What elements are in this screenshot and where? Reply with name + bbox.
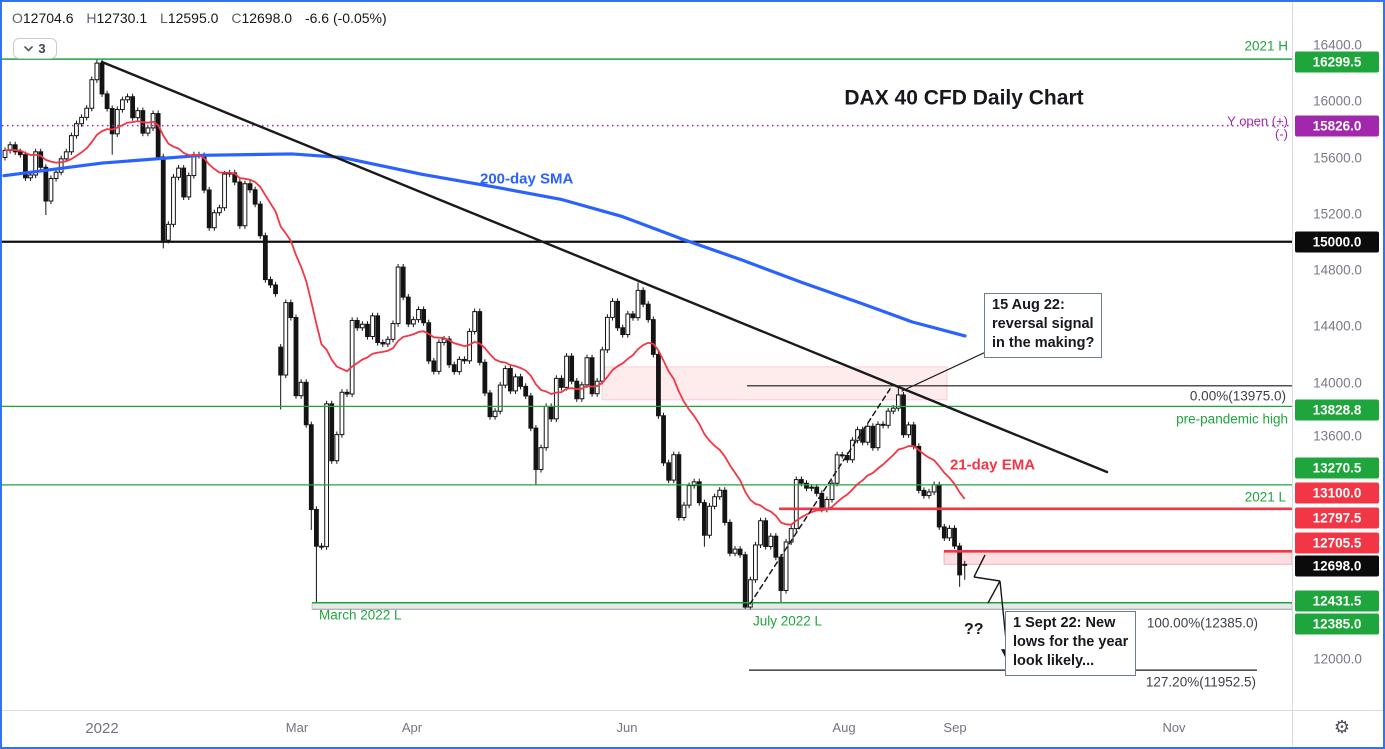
time-axis-label: Sep [943,720,967,735]
price-axis-label: 14000.0 [1313,375,1362,391]
price-badge: 12431.5 [1295,590,1379,612]
price-axis-label: 14800.0 [1313,262,1362,278]
price-axis-label: 16400.0 [1313,37,1362,53]
price-badge: 16299.5 [1295,51,1379,73]
label-fib-127: 127.20%(11952.5) [1145,674,1256,690]
axis-separator [1292,711,1293,746]
legend-collapse-button[interactable]: 3 [13,38,57,59]
label-march-low: March 2022 L [319,607,402,623]
chart-title: DAX 40 CFD Daily Chart [844,86,1084,110]
label-july-low: July 2022 L [753,613,823,629]
price-axis-label: 14400.0 [1313,318,1362,334]
open-label: O [12,10,23,26]
label-fib-100: 100.00%(12385.0) [1146,615,1258,631]
time-axis-label: 2022 [85,720,119,737]
price-axis-label: 12000.0 [1313,651,1362,667]
price-badge: 12705.5 [1295,532,1379,554]
supply-zone-aug-high [601,366,948,401]
dashed-rally-line [749,388,891,605]
downtrend-line [100,60,1109,474]
price-badge: 15000.0 [1295,231,1379,253]
chevron-down-icon [24,45,34,52]
open-value: 12704.6 [22,10,74,26]
label-2021-high: 2021 H [1244,38,1288,54]
price-badge: 15826.0 [1295,115,1379,137]
time-axis[interactable]: ⚙ 2022 Mar Apr Jun Aug Sep Nov [2,710,1383,746]
annotation-line: lows for the year [1013,634,1129,650]
annotation-line: in the making? [992,335,1095,351]
annotation-sept1-new-lows[interactable]: 1 Sept 22: New lows for the year look li… [1005,611,1137,676]
sma-200-line [2,152,967,338]
price-axis-label: 16000.0 [1313,93,1362,109]
price-axis[interactable]: 16400.0 16000.0 15600.0 15200.0 14800.0 14400… [1292,2,1382,710]
ema-label: 21-day EMA [950,456,1036,474]
annotation-aug15-reversal[interactable]: 15 Aug 22: reversal signal in the making… [984,293,1103,358]
change-value: -6.6 (-0.05%) [304,10,387,26]
price-badge: 12385.0 [1295,613,1379,635]
price-badge: 13100.0 [1295,482,1379,504]
ema-21-line [4,120,966,526]
chart-plot-area[interactable]: O12704.6 H12730.1 L12595.0 C12698.0 -6.6… [2,2,1292,710]
price-badge: 13828.8 [1295,399,1379,421]
candlestick-series [2,59,968,611]
label-y-open-plus: Y open (+) [1227,113,1288,129]
annotation-line: 1 Sept 22: New [1013,615,1116,631]
annotation-line: 15 Aug 22: [992,297,1065,313]
price-axis-label: 15600.0 [1313,150,1362,166]
high-label: H [86,10,97,26]
low-label: L [160,10,168,26]
support-zone-current [943,550,1292,565]
label-2021-low: 2021 L [1244,489,1286,505]
time-axis-label: Apr [401,720,423,735]
settings-icon[interactable]: ⚙ [1333,717,1351,738]
time-axis-label: Nov [1162,720,1186,735]
label-question-marks: ?? [964,621,984,638]
projection-arrow [987,580,1001,604]
price-badge: 13270.5 [1295,457,1379,479]
annotation-line: reversal signal [992,316,1094,332]
time-axis-label: Aug [832,720,856,735]
label-pre-pandemic: pre-pandemic high [1176,411,1288,427]
candlestick-chart[interactable] [2,2,1292,710]
price-axis-label: 13600.0 [1313,428,1362,444]
indicator-count: 3 [38,41,46,56]
time-axis-label: Mar [285,720,309,735]
ohlc-legend: O12704.6 H12730.1 L12595.0 C12698.0 -6.6… [12,10,396,26]
price-badge: 12797.5 [1295,507,1379,529]
price-axis-label: 15200.0 [1313,206,1362,222]
projection-arrow [973,554,986,578]
low-value: 12595.0 [167,10,219,26]
time-axis-label: Jun [616,720,638,735]
price-badge: 12698.0 [1295,555,1379,577]
label-fib-0: 0.00%(13975.0) [1189,388,1286,404]
annotation-line: look likely... [1013,653,1095,669]
projection-arrow [973,576,1001,582]
label-y-open-minus: (-) [1275,126,1288,142]
close-value: 12698.0 [241,10,293,26]
march-july-low-band [311,602,1292,610]
high-value: 12730.1 [96,10,148,26]
sma-label: 200-day SMA [480,170,574,188]
close-label: C [231,10,242,26]
